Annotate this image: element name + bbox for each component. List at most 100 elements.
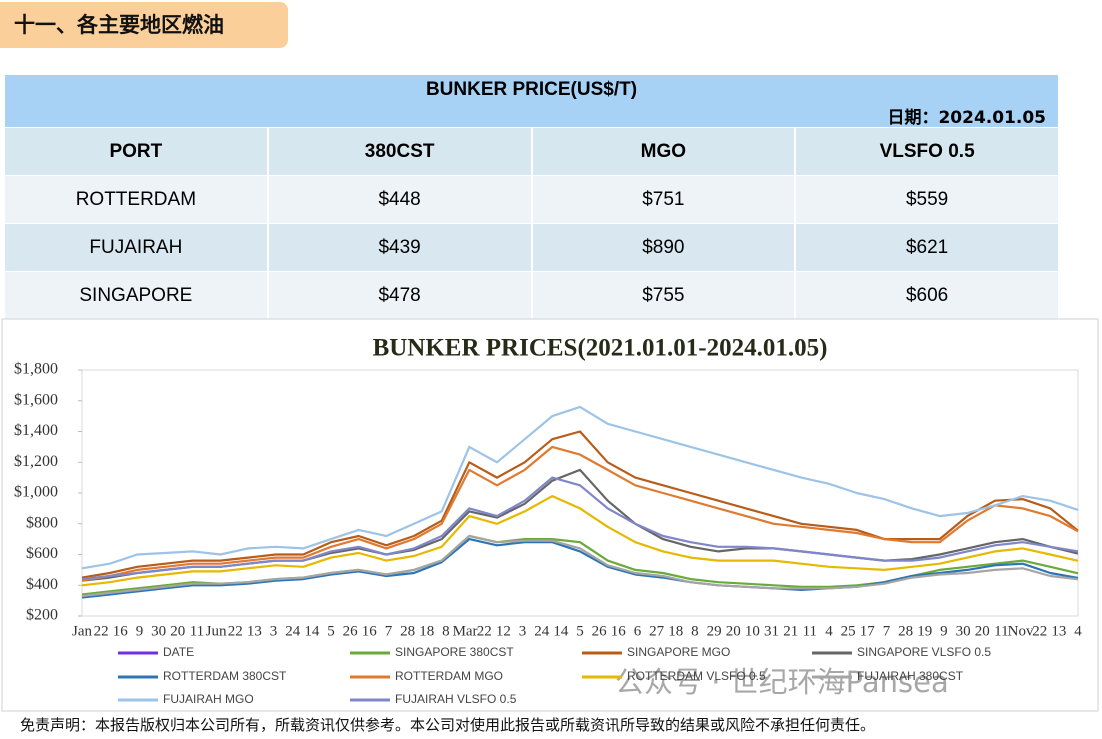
table-date: 日期：2024.01.05 xyxy=(887,108,1046,128)
series-line xyxy=(81,430,1079,579)
x-tick-label: 22 xyxy=(477,623,492,639)
y-tick-label: $400 xyxy=(26,576,58,593)
legend-label: FUJAIRAH 380CST xyxy=(857,669,964,683)
cell: $621 xyxy=(794,224,1058,271)
x-tick-label: 22 xyxy=(94,623,109,639)
y-tick-label: $1,600 xyxy=(14,391,58,408)
chart-title: BUNKER PRICES(2021.01.01-2024.01.05) xyxy=(373,335,828,362)
series-line xyxy=(81,405,1079,570)
cell: $439 xyxy=(266,224,531,271)
x-tick-label: 16 xyxy=(113,623,129,639)
legend-label: FUJAIRAH MGO xyxy=(163,692,254,706)
legend-label: DATE xyxy=(163,645,194,659)
y-tick-label: $1,400 xyxy=(14,422,58,439)
x-tick-label: 20 xyxy=(170,623,185,639)
x-tick-label: 3 xyxy=(270,623,278,639)
x-tick-label: 21 xyxy=(783,623,798,639)
cell: FUJAIRAH xyxy=(5,224,267,271)
series-line xyxy=(81,538,1079,599)
y-tick-label: $1,000 xyxy=(14,484,58,501)
chart-frame xyxy=(1,318,1099,712)
cell: ROTTERDAM xyxy=(5,176,267,223)
x-tick-label: 14 xyxy=(553,623,569,639)
x-tick-label: 31 xyxy=(764,623,779,639)
x-tick-label: 30 xyxy=(956,623,971,639)
x-tick-label: 24 xyxy=(534,623,550,639)
table-row: FUJAIRAH $439 $890 $621 xyxy=(5,223,1058,271)
header-row: PORT 380CST MGO VLSFO 0.5 xyxy=(5,127,1058,175)
x-tick-label: 13 xyxy=(1051,623,1066,639)
column-header: VLSFO 0.5 xyxy=(794,128,1058,175)
table-title-band: BUNKER PRICE(US$/T) 日期：2024.01.05 xyxy=(5,75,1058,128)
x-tick-label: 28 xyxy=(898,623,913,639)
cell: SINGAPORE xyxy=(5,272,267,319)
x-tick-label: 14 xyxy=(304,623,320,639)
cell: $755 xyxy=(530,272,795,319)
cell: $559 xyxy=(794,176,1058,223)
y-tick-label: $1,800 xyxy=(14,361,58,378)
legend-label: SINGAPORE VLSFO 0.5 xyxy=(857,645,991,659)
legend-label: ROTTERDAM 380CST xyxy=(163,669,287,683)
cell: $606 xyxy=(794,272,1058,319)
x-tick-label: 25 xyxy=(841,623,856,639)
x-tick-label: 3 xyxy=(519,623,527,639)
legend-label: FUJAIRAH VLSFO 0.5 xyxy=(395,692,517,706)
chart: BUNKER PRICES(2021.01.01-2024.01.05) 公众号… xyxy=(1,318,1099,712)
y-tick-label: $600 xyxy=(26,545,58,562)
x-tick-label: Jun xyxy=(206,623,227,639)
x-tick-label: 4 xyxy=(1074,623,1082,639)
x-tick-label: 13 xyxy=(247,623,262,639)
x-tick-label: 19 xyxy=(917,623,932,639)
price-table: BUNKER PRICE(US$/T) 日期：2024.01.05 PORT 3… xyxy=(5,75,1058,319)
x-tick-label: 7 xyxy=(385,623,393,639)
series-line xyxy=(81,495,1079,587)
series-line xyxy=(81,476,1079,581)
x-tick-label: 30 xyxy=(151,623,166,639)
column-header: MGO xyxy=(530,128,795,175)
x-tick-label: 16 xyxy=(362,623,378,639)
x-tick-label: 18 xyxy=(419,623,434,639)
x-tick-label: 22 xyxy=(1032,623,1047,639)
x-tick-label: Mar xyxy=(453,623,478,639)
x-tick-label: 26 xyxy=(592,623,608,639)
x-tick-label: 24 xyxy=(285,623,301,639)
x-tick-label: 29 xyxy=(707,623,722,639)
legend-label: ROTTERDAM MGO xyxy=(395,669,503,683)
x-tick-label: 7 xyxy=(883,623,891,639)
disclaimer: 免责声明：本报告版权归本公司所有，所载资讯仅供参考。本公司对使用此报告或所载资讯… xyxy=(20,716,876,734)
column-header: PORT xyxy=(5,128,267,175)
x-tick-label: 6 xyxy=(634,623,642,639)
x-tick-label: 17 xyxy=(860,623,876,639)
cell: $751 xyxy=(530,176,795,223)
section-heading: 十一、各主要地区燃油 xyxy=(0,2,288,48)
cell: $890 xyxy=(530,224,795,271)
cell: $448 xyxy=(266,176,531,223)
x-tick-label: Jan xyxy=(72,623,92,639)
legend-label: ROTTERDAM VLSFO 0.5 xyxy=(627,669,766,683)
x-tick-label: 27 xyxy=(649,623,665,639)
x-tick-label: 28 xyxy=(400,623,415,639)
x-tick-label: 22 xyxy=(228,623,243,639)
legend-label: SINGAPORE MGO xyxy=(627,645,730,659)
x-tick-label: 4 xyxy=(825,623,833,639)
x-tick-label: 8 xyxy=(691,623,699,639)
x-tick-label: 9 xyxy=(940,623,948,639)
x-tick-label: 9 xyxy=(136,623,144,639)
y-tick-label: $800 xyxy=(26,514,58,531)
table-row: SINGAPORE $478 $755 $606 xyxy=(5,271,1058,319)
y-tick-label: $1,200 xyxy=(14,453,58,470)
series-line xyxy=(81,445,1079,582)
cell: $478 xyxy=(266,272,531,319)
column-header: 380CST xyxy=(266,128,531,175)
x-tick-label: 16 xyxy=(611,623,627,639)
x-tick-label: 8 xyxy=(442,623,450,639)
x-tick-label: 12 xyxy=(496,623,511,639)
table-title: BUNKER PRICE(US$/T) xyxy=(425,79,638,100)
table-row: ROTTERDAM $448 $751 $559 xyxy=(5,175,1058,223)
x-tick-label: 11 xyxy=(803,623,817,639)
x-tick-label: 26 xyxy=(343,623,359,639)
x-tick-label: 11 xyxy=(190,623,204,639)
x-tick-label: Nov xyxy=(1008,623,1034,639)
y-tick-label: $200 xyxy=(26,607,58,624)
